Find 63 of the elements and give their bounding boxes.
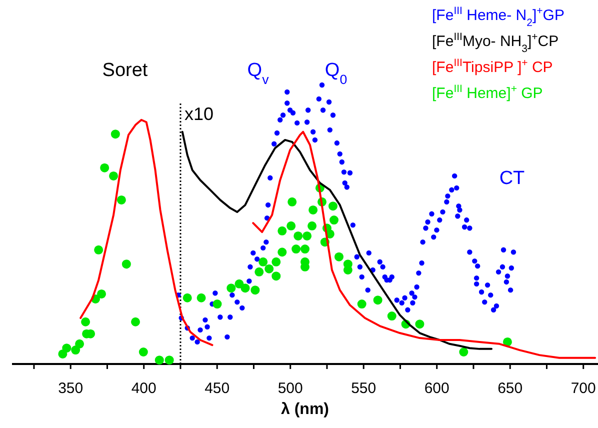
point	[373, 296, 382, 305]
x-axis-title: λ (nm)	[281, 401, 329, 418]
point	[182, 293, 192, 302]
annotation: Q$_{0}$	[324, 60, 348, 86]
point	[502, 337, 512, 346]
point	[94, 245, 104, 254]
point	[286, 221, 296, 230]
text: [Fe$^{III}$TipsiPP ]$^{+}$ CP	[432, 57, 553, 76]
point	[240, 284, 250, 293]
point	[81, 317, 90, 326]
point	[357, 300, 366, 309]
x-tick-label: 600	[424, 380, 450, 397]
point	[278, 226, 287, 236]
point	[264, 264, 274, 274]
annotation: Q$_{v}$	[247, 60, 270, 86]
x-tick-label: 500	[278, 380, 303, 397]
x-tick-label: 350	[58, 380, 84, 397]
text: [Fe$^{III}$ Heme- N$_{2}$]$^{+}$GP	[432, 5, 564, 29]
point	[272, 257, 281, 266]
point	[258, 257, 268, 266]
x-tick-label: 450	[204, 380, 230, 397]
point	[294, 231, 303, 240]
point	[116, 195, 126, 204]
point	[272, 272, 281, 281]
point	[334, 252, 344, 262]
point	[62, 344, 72, 353]
point	[330, 216, 339, 225]
x-tick-label: 400	[131, 380, 156, 397]
point	[308, 205, 318, 214]
ref-line-label: x10	[184, 104, 214, 124]
annotation: CT	[499, 168, 526, 189]
point	[138, 348, 148, 357]
point	[212, 300, 222, 309]
point	[154, 356, 164, 365]
point	[308, 221, 317, 230]
x-tick-label: 650	[498, 380, 523, 397]
point	[196, 293, 206, 302]
point	[97, 289, 106, 298]
point	[75, 339, 84, 348]
point	[100, 163, 110, 172]
point	[226, 284, 236, 293]
point	[122, 260, 131, 269]
point	[459, 348, 468, 357]
point	[415, 320, 424, 329]
point	[110, 130, 120, 139]
text: Soret	[102, 60, 148, 81]
point	[254, 267, 264, 276]
point	[71, 346, 80, 355]
x-tick-label: 700	[570, 380, 596, 397]
x-tick-label: 550	[351, 380, 376, 397]
point	[300, 244, 310, 254]
point	[288, 197, 297, 206]
point	[278, 248, 287, 257]
point	[109, 171, 118, 180]
point	[302, 231, 312, 240]
point	[292, 244, 301, 254]
point	[328, 202, 338, 211]
point	[250, 286, 260, 295]
point	[387, 312, 396, 321]
point	[131, 317, 140, 326]
text: [Fe$^{III}$Myo- NH$_{3}$]$^{+}$CP	[432, 31, 559, 55]
text: [Fe$^{III}$ Heme]$^{+}$ GP	[432, 83, 543, 102]
point	[164, 356, 174, 365]
